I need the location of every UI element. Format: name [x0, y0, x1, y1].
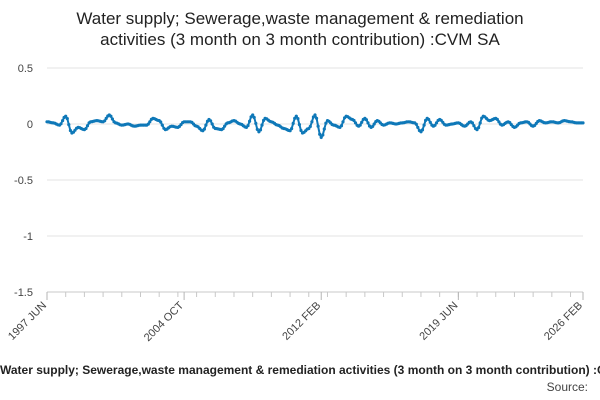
- data-point[interactable]: [148, 120, 152, 124]
- data-point[interactable]: [324, 121, 328, 125]
- grid-lines: [47, 67, 583, 293]
- data-point[interactable]: [64, 114, 68, 118]
- x-tick-label: 1997 JUN: [6, 300, 49, 343]
- data-point[interactable]: [427, 117, 431, 122]
- data-point[interactable]: [477, 126, 481, 130]
- data-point[interactable]: [67, 123, 71, 127]
- data-point[interactable]: [497, 120, 501, 124]
- data-point[interactable]: [246, 124, 250, 128]
- data-point[interactable]: [315, 116, 319, 120]
- data-point[interactable]: [202, 127, 206, 131]
- data-point[interactable]: [358, 123, 362, 127]
- y-tick-label: 0.5: [18, 63, 33, 75]
- data-point[interactable]: [470, 121, 474, 125]
- data-point[interactable]: [104, 116, 108, 120]
- data-point[interactable]: [160, 123, 164, 127]
- data-point[interactable]: [290, 127, 294, 131]
- data-point[interactable]: [103, 119, 107, 123]
- chart-title-line-2: activities (3 month on 3 month contribut…: [100, 30, 500, 49]
- data-point[interactable]: [223, 124, 227, 128]
- y-tick-label: -1: [23, 231, 33, 243]
- data-point[interactable]: [296, 117, 300, 121]
- chart-title-line-1: Water supply; Sewerage,waste management …: [76, 9, 524, 28]
- data-point[interactable]: [414, 122, 418, 126]
- data-point[interactable]: [297, 123, 301, 127]
- data-point[interactable]: [252, 115, 256, 120]
- data-point[interactable]: [59, 122, 63, 126]
- data-point[interactable]: [258, 128, 263, 132]
- data-point[interactable]: [68, 128, 72, 133]
- series-layer: [45, 113, 585, 140]
- data-point[interactable]: [248, 119, 252, 123]
- data-point[interactable]: [294, 114, 298, 118]
- data-point[interactable]: [310, 120, 314, 124]
- data-point[interactable]: [210, 122, 214, 126]
- data-point[interactable]: [371, 124, 375, 128]
- data-point[interactable]: [360, 120, 364, 124]
- data-point[interactable]: [313, 113, 317, 117]
- data-point[interactable]: [109, 114, 113, 118]
- data-point[interactable]: [319, 135, 323, 139]
- data-point[interactable]: [209, 119, 213, 123]
- y-tick-label: -0.5: [14, 175, 33, 187]
- x-tick-label: 2004 OCT: [142, 299, 187, 344]
- data-point[interactable]: [422, 123, 426, 127]
- x-tick-label: 2012 FEB: [280, 300, 323, 343]
- data-point[interactable]: [472, 124, 476, 128]
- legend-item: Water supply; Sewerage,waste management …: [0, 363, 600, 377]
- data-point[interactable]: [308, 124, 312, 129]
- data-point[interactable]: [84, 126, 88, 131]
- data-point[interactable]: [495, 117, 499, 121]
- data-point[interactable]: [146, 122, 150, 126]
- data-point[interactable]: [352, 118, 356, 123]
- data-point[interactable]: [316, 124, 320, 128]
- data-point[interactable]: [291, 121, 295, 125]
- data-point[interactable]: [221, 127, 225, 131]
- x-axis: 1997 JUN 2004 OCT 2012 FEB 2019 JUN 2026 FEB: [6, 291, 585, 344]
- data-point[interactable]: [434, 121, 439, 125]
- data-point[interactable]: [366, 121, 370, 125]
- data-point[interactable]: [339, 124, 344, 128]
- data-point[interactable]: [251, 113, 255, 117]
- data-point[interactable]: [322, 127, 326, 131]
- source-label: Source:: [546, 380, 588, 394]
- data-point[interactable]: [420, 128, 425, 132]
- data-point[interactable]: [478, 121, 482, 125]
- data-point[interactable]: [321, 133, 325, 137]
- data-point[interactable]: [416, 125, 420, 129]
- data-point[interactable]: [428, 120, 432, 124]
- legend: Water supply; Sewerage,waste management …: [0, 363, 600, 377]
- data-point[interactable]: [372, 122, 376, 126]
- data-point[interactable]: [61, 119, 65, 123]
- data-point[interactable]: [65, 117, 69, 121]
- data-point[interactable]: [364, 118, 368, 122]
- x-tick-label: 2019 JUN: [417, 300, 460, 343]
- y-tick-label: 0: [27, 119, 33, 131]
- data-point[interactable]: [318, 132, 322, 136]
- y-axis-ticks: 0.5 0 -0.5 -1 -1.5: [14, 63, 33, 299]
- data-point[interactable]: [260, 123, 264, 127]
- y-tick-label: -1.5: [14, 287, 33, 299]
- data-point[interactable]: [110, 117, 114, 121]
- data-point[interactable]: [341, 120, 345, 124]
- x-tick-label: 2026 FEB: [542, 300, 585, 343]
- data-point[interactable]: [159, 120, 163, 124]
- chart-title: Water supply; Sewerage,waste management …: [0, 8, 600, 50]
- data-point[interactable]: [581, 121, 585, 125]
- data-point[interactable]: [299, 128, 303, 133]
- data-point[interactable]: [255, 127, 259, 131]
- data-point[interactable]: [254, 121, 258, 125]
- data-point[interactable]: [433, 123, 437, 127]
- data-point[interactable]: [85, 124, 90, 128]
- data-point[interactable]: [353, 121, 358, 125]
- data-point[interactable]: [204, 123, 208, 127]
